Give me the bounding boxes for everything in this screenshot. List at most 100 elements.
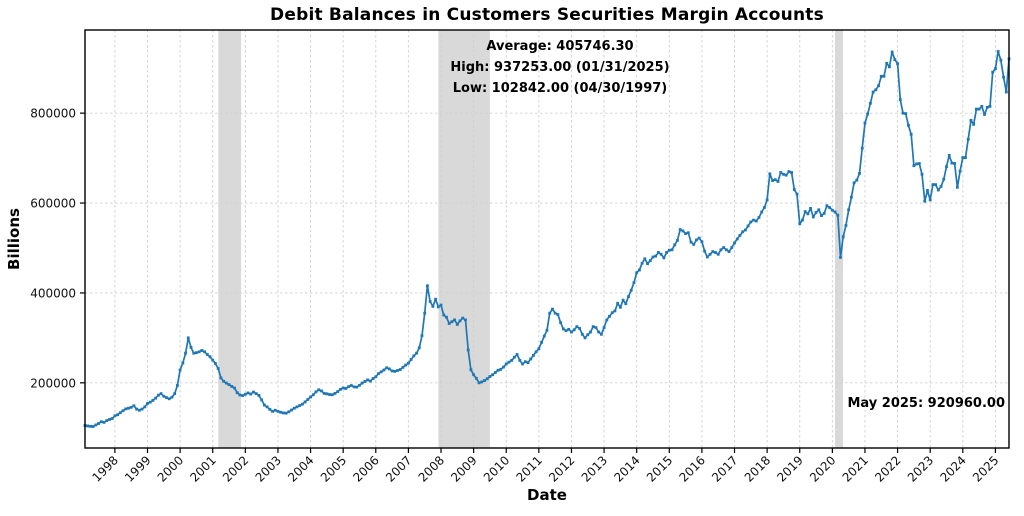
data-point-marker <box>127 406 130 410</box>
data-point-marker <box>493 371 497 374</box>
data-point-marker <box>950 161 954 165</box>
data-point-marker <box>879 74 883 78</box>
data-point-marker <box>597 330 601 334</box>
data-point-marker <box>548 311 552 315</box>
data-point-marker <box>156 393 160 397</box>
data-point-marker <box>466 348 470 352</box>
data-point-marker <box>439 303 443 307</box>
data-point-marker <box>347 385 351 389</box>
data-point-marker <box>510 358 514 362</box>
data-point-marker <box>135 407 139 411</box>
x-tick-label: 2021 <box>840 453 871 484</box>
data-point-marker <box>358 383 361 387</box>
data-point-marker <box>132 404 136 408</box>
data-point-marker <box>523 360 527 364</box>
data-point-marker <box>360 381 364 385</box>
x-tick-label: 2024 <box>937 453 968 484</box>
data-point-marker <box>512 355 516 359</box>
data-point-marker <box>151 398 155 402</box>
data-point-marker <box>724 248 728 252</box>
data-point-marker <box>249 392 253 396</box>
data-point-marker <box>705 255 709 259</box>
data-point-marker <box>936 188 940 192</box>
data-point-marker <box>844 224 848 227</box>
data-point-marker <box>472 373 476 377</box>
data-point-marker <box>605 318 609 322</box>
data-point-marker <box>181 361 185 365</box>
data-point-marker <box>86 424 90 428</box>
data-point-marker <box>801 218 804 222</box>
data-point-marker <box>330 393 334 397</box>
data-point-marker <box>97 422 100 425</box>
data-point-marker <box>806 212 810 216</box>
data-point-marker <box>311 393 315 397</box>
data-point-marker <box>972 122 976 126</box>
data-point-marker <box>105 419 109 422</box>
data-point-marker <box>733 241 736 245</box>
data-point-marker <box>412 354 416 358</box>
data-point-marker <box>868 101 872 105</box>
data-point-marker <box>515 353 519 356</box>
data-point-marker <box>874 88 878 92</box>
data-point-marker <box>847 208 851 212</box>
data-point-marker <box>678 228 682 231</box>
data-point-marker <box>624 302 628 306</box>
data-point-marker <box>344 387 348 390</box>
x-tick-label: 2019 <box>774 453 805 484</box>
data-point-marker <box>822 211 826 215</box>
data-point-marker <box>154 396 158 400</box>
data-point-marker <box>162 394 166 398</box>
data-point-marker <box>91 425 95 428</box>
data-point-marker <box>219 376 223 380</box>
data-point-marker <box>480 380 484 384</box>
data-point-marker <box>94 423 98 427</box>
data-point-marker <box>89 424 92 428</box>
data-point-marker <box>877 84 880 88</box>
data-point-marker <box>697 236 701 240</box>
data-point-marker <box>858 171 861 175</box>
data-point-marker <box>406 361 410 365</box>
data-point-marker <box>852 181 856 185</box>
stat-average: Average: 405746.30 <box>486 39 634 54</box>
data-point-marker <box>216 367 220 370</box>
data-point-marker <box>708 252 712 256</box>
data-point-marker <box>491 373 495 377</box>
data-point-marker <box>292 406 296 410</box>
data-point-marker <box>436 305 440 309</box>
data-point-marker <box>287 410 291 414</box>
data-point-marker <box>583 336 587 340</box>
data-point-marker <box>208 355 212 359</box>
data-point-marker <box>121 409 125 413</box>
data-point-marker <box>974 107 978 111</box>
data-point-marker <box>602 326 606 329</box>
data-point-marker <box>958 169 962 173</box>
data-point-marker <box>257 394 261 397</box>
data-point-marker <box>803 210 807 213</box>
data-point-marker <box>942 177 946 181</box>
data-point-marker <box>616 301 620 305</box>
data-point-marker <box>681 229 685 233</box>
x-tick-label: 2002 <box>220 453 251 484</box>
data-point-marker <box>450 320 454 324</box>
data-point-marker <box>325 392 329 396</box>
data-point-marker <box>991 70 995 74</box>
data-point-marker <box>711 250 715 253</box>
data-point-marker <box>637 268 641 272</box>
data-point-marker <box>659 252 663 256</box>
data-point-marker <box>904 112 908 115</box>
data-point-marker <box>632 281 636 284</box>
data-point-marker <box>398 368 402 371</box>
data-point-marker <box>953 162 957 165</box>
data-point-marker <box>246 391 250 395</box>
data-point-marker <box>893 58 897 62</box>
data-point-marker <box>379 370 383 374</box>
data-point-marker <box>415 351 418 355</box>
x-tick-label: 2006 <box>350 453 381 484</box>
data-point-marker <box>268 407 272 411</box>
x-tick-label: 2018 <box>742 453 773 484</box>
data-point-marker <box>499 367 503 371</box>
data-point-marker <box>301 402 304 406</box>
data-point-marker <box>752 218 755 222</box>
data-point-marker <box>273 408 277 412</box>
data-point-marker <box>648 259 652 262</box>
